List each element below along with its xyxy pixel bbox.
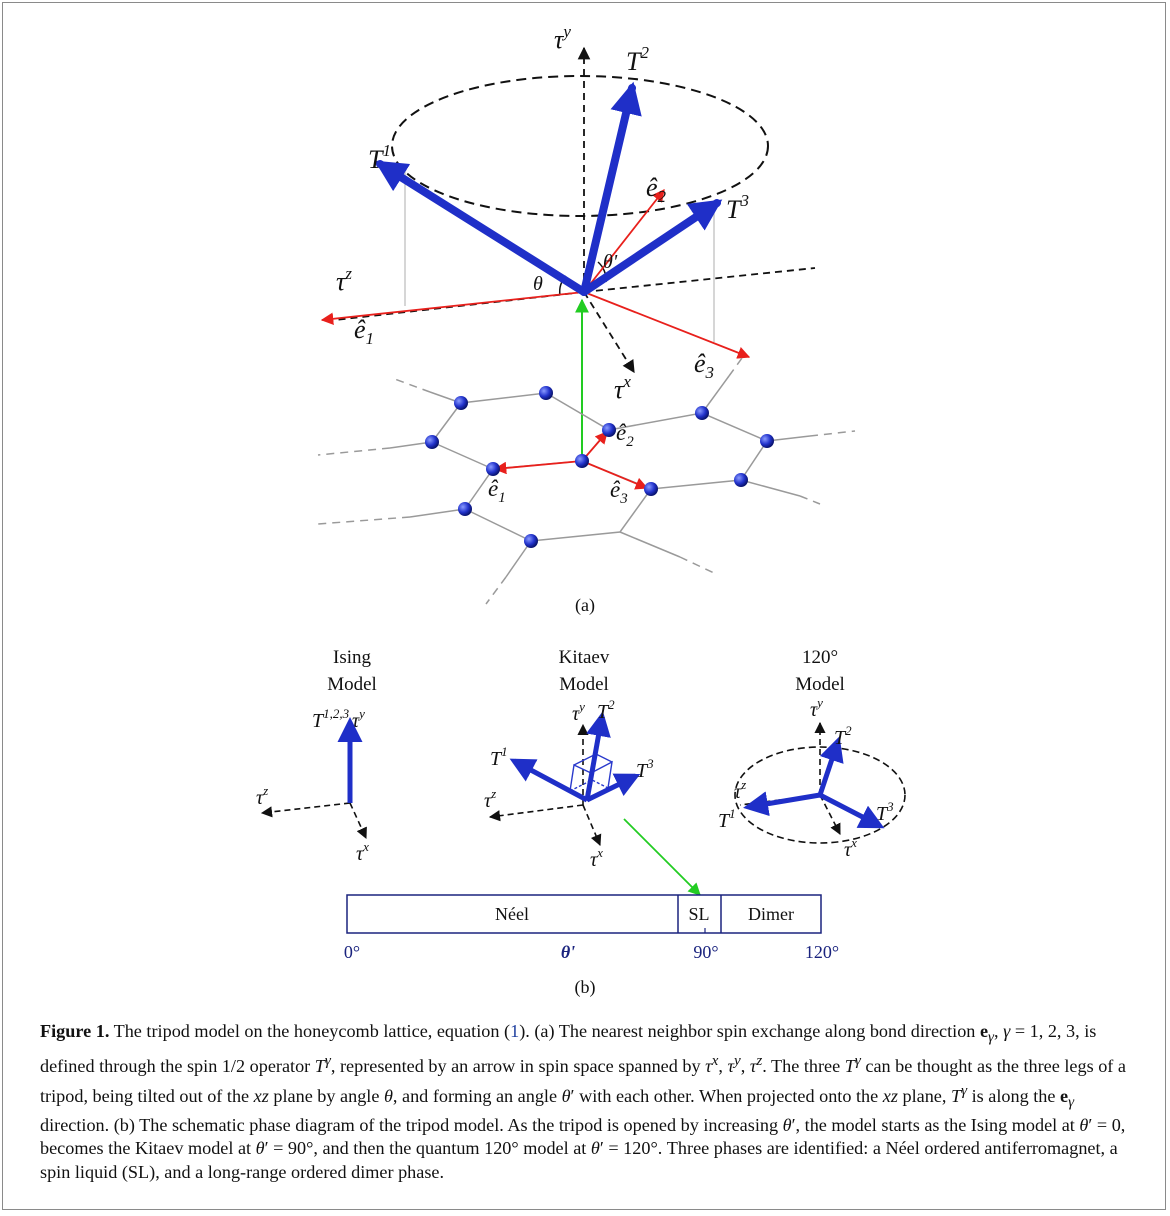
kitaev-label-T3: T3 <box>636 756 654 782</box>
model120-T3-arrow <box>818 792 885 829</box>
model120-diagram: τy T2 τz T1 T3 τx <box>718 695 906 861</box>
model120-label-T3: T3 <box>876 799 894 825</box>
model120-tau-x-axis <box>819 794 841 835</box>
label-e2: ê2 <box>646 173 667 206</box>
kitaev-tau-x-axis <box>582 804 602 847</box>
ising-label-tau-z: τz <box>256 783 268 809</box>
ising-label-tau-x: τx <box>356 839 369 865</box>
kitaev-title-1: Kitaev <box>559 647 610 668</box>
label-theta: θ <box>533 273 543 295</box>
caption-label: Figure 1. <box>40 1021 110 1041</box>
kitaev-label-T2: T2 <box>597 697 615 723</box>
label-T2: T2 <box>626 43 649 76</box>
model120-label-T2: T2 <box>834 723 852 749</box>
lattice-e1 <box>493 460 583 475</box>
label-tau-y: τy <box>554 22 571 54</box>
panel-a-label: (a) <box>575 595 595 616</box>
lattice-label-e1: ê1 <box>488 476 506 506</box>
back-axis-dashed <box>583 267 816 293</box>
kitaev-diagram: τy T2 T1 T3 τz τx <box>484 697 654 871</box>
e1-vector <box>320 291 585 326</box>
tripod-circle <box>391 75 769 217</box>
T3-arrow <box>580 199 723 296</box>
kitaev-T1-arrow <box>509 758 589 803</box>
panel-a: τy T2 T1 ê2 T3 θ' τz θ ê1 ê3 τx ê2 ê1 ê3… <box>317 22 856 616</box>
kitaev-label-T1: T1 <box>490 744 508 770</box>
kitaev-label-tau-x: τx <box>590 845 603 871</box>
T2-arrow <box>580 81 642 296</box>
kitaev-tau-z-axis <box>488 804 584 822</box>
lattice-site <box>760 434 774 448</box>
panel-b: Ising Model Kitaev Model 120° Model T1,2… <box>256 647 906 998</box>
kitaev-T3-arrow <box>585 773 641 803</box>
caption-text: The tripod model on the honeycomb lattic… <box>40 1021 1126 1182</box>
lattice-e3 <box>581 460 649 490</box>
phase-neel: Néel <box>495 904 529 924</box>
ising-diagram: T1,2,3 τy τz τx <box>256 706 369 865</box>
lattice-site <box>425 435 439 449</box>
lattice-site <box>486 462 500 476</box>
lattice-site <box>458 502 472 516</box>
kitaev-to-sl-arrow <box>623 818 701 896</box>
tick-label-120: 120° <box>805 942 839 962</box>
phase-diagram-bar: Néel SL Dimer 0° θ' 90° 120° <box>344 894 839 962</box>
label-theta-prime: θ' <box>603 251 618 273</box>
T1-arrow <box>374 160 588 296</box>
kitaev-label-tau-z: τz <box>484 786 496 812</box>
label-T1: T1 <box>368 141 391 174</box>
model120-label-tau-y: τy <box>810 695 823 721</box>
model120-T1-arrow <box>743 791 821 817</box>
e3-vector <box>583 291 751 359</box>
ising-title-2: Model <box>327 674 377 695</box>
model120-title-1: 120° <box>802 647 838 668</box>
label-T3: T3 <box>726 191 749 224</box>
ising-tau-x-axis <box>349 802 367 840</box>
model120-label-tau-z: τz <box>734 777 746 803</box>
ising-label-tau-y: τy <box>352 706 365 732</box>
tick-label-theta-prime: θ' <box>561 942 575 962</box>
ising-label-T: T1,2,3 <box>312 706 350 732</box>
lattice-site <box>602 423 616 437</box>
ising-title-1: Ising <box>333 647 372 668</box>
ising-tau-z-axis <box>260 802 351 818</box>
phase-bar-outline <box>346 894 822 934</box>
panel-b-label: (b) <box>575 977 596 998</box>
label-tau-z: τz <box>336 264 352 296</box>
tau-x-axis <box>583 291 635 374</box>
kitaev-title-2: Model <box>559 674 609 695</box>
kitaev-label-tau-y: τy <box>572 699 585 725</box>
lattice-site <box>734 473 748 487</box>
label-e3: ê3 <box>694 349 714 382</box>
model120-label-T1: T1 <box>718 806 736 832</box>
lattice-site <box>644 482 658 496</box>
model120-label-tau-x: τx <box>844 835 857 861</box>
lattice-sites <box>425 386 774 548</box>
model120-title-2: Model <box>795 674 845 695</box>
label-e1: ê1 <box>354 315 374 348</box>
model120-T2-arrow <box>817 736 844 796</box>
lattice-site <box>539 386 553 400</box>
phase-sl: SL <box>688 904 709 924</box>
kitaev-T2-arrow <box>584 711 611 801</box>
e2-vector <box>583 189 665 293</box>
lattice-label-e3: ê3 <box>610 477 628 507</box>
phase-dimer: Dimer <box>748 904 794 924</box>
tick-label-0: 0° <box>344 942 360 962</box>
lattice-site <box>695 406 709 420</box>
lattice-site <box>524 534 538 548</box>
tick-label-90: 90° <box>693 942 718 962</box>
lattice-site <box>454 396 468 410</box>
label-tau-x: τx <box>614 372 631 404</box>
figure-svg: τy T2 T1 ê2 T3 θ' τz θ ê1 ê3 τx ê2 ê1 ê3… <box>256 22 906 998</box>
lattice-dashed-extensions <box>317 357 856 605</box>
lattice-label-e2: ê2 <box>616 420 634 450</box>
model120-ellipse <box>734 746 906 844</box>
lattice-site <box>575 454 589 468</box>
figure-caption: Figure 1. The tripod model on the honeyc… <box>40 1020 1140 1184</box>
